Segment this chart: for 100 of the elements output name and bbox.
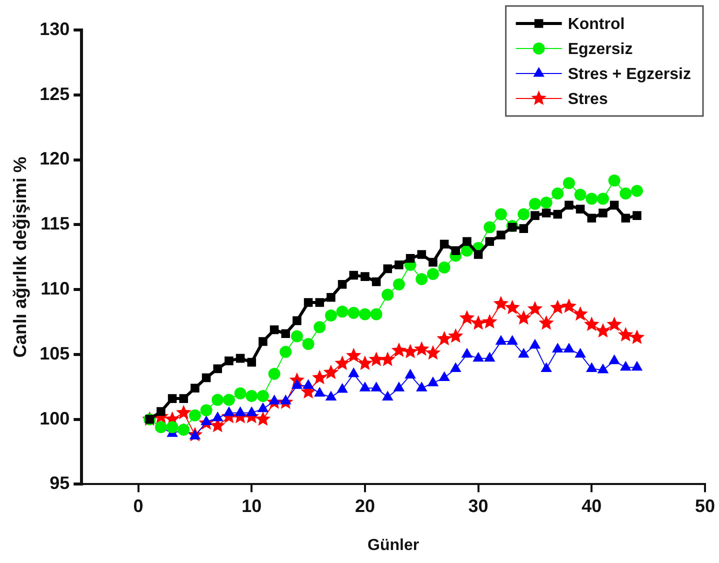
point (496, 230, 506, 240)
point (620, 188, 632, 200)
point (368, 352, 384, 366)
point (234, 387, 246, 400)
point (414, 341, 430, 356)
point (598, 208, 608, 218)
x-tick-label: 0 (133, 496, 144, 516)
point (462, 237, 472, 246)
point (527, 301, 543, 316)
x-tick-label: 40 (582, 496, 602, 516)
point (166, 421, 178, 434)
point (246, 390, 258, 402)
point (459, 310, 475, 325)
point (596, 192, 609, 205)
point (587, 214, 596, 223)
point (609, 354, 620, 364)
point (528, 198, 541, 210)
point (314, 387, 325, 397)
point (348, 306, 360, 319)
legend-label: Egzersiz (568, 40, 633, 58)
point (392, 278, 405, 290)
point (629, 330, 645, 344)
x-tick-label: 20 (354, 496, 375, 516)
point (302, 338, 314, 350)
point (540, 196, 552, 209)
point (304, 298, 313, 307)
y-tick-label: 105 (40, 343, 70, 364)
point (200, 404, 212, 416)
point (416, 382, 427, 392)
y-tick-label: 115 (40, 214, 70, 234)
point (586, 192, 598, 205)
point (450, 362, 461, 372)
point (402, 344, 418, 358)
point (372, 277, 381, 286)
point (553, 210, 562, 219)
x-tick-label: 10 (242, 496, 262, 516)
point (493, 296, 509, 310)
point (425, 345, 441, 360)
point (168, 394, 177, 403)
point (482, 314, 498, 328)
point (224, 406, 234, 416)
point (474, 250, 483, 259)
x-axis-title: Günler (368, 536, 420, 554)
point (518, 348, 529, 358)
point (572, 306, 588, 321)
point (154, 421, 167, 434)
y-tick-label: 130 (40, 18, 70, 39)
point (315, 298, 324, 307)
point (584, 316, 600, 332)
point (314, 321, 326, 334)
point (484, 352, 495, 362)
point (224, 356, 234, 366)
point (380, 352, 396, 366)
point (448, 328, 464, 343)
point (258, 402, 268, 412)
point (632, 211, 642, 220)
point (530, 339, 540, 349)
point (303, 380, 314, 389)
point (473, 352, 484, 362)
point (485, 237, 494, 246)
legend-label: Stres + Egzersiz (568, 66, 691, 83)
point (518, 208, 530, 220)
point (406, 254, 415, 263)
point (426, 268, 439, 280)
point (213, 364, 222, 374)
point (270, 325, 279, 334)
point (188, 409, 201, 422)
point (574, 188, 586, 201)
point (576, 204, 585, 214)
point (598, 364, 608, 374)
point (564, 343, 574, 352)
point (371, 382, 382, 392)
point (470, 315, 486, 330)
point (530, 211, 540, 220)
point (438, 261, 450, 274)
point (281, 329, 290, 338)
point (324, 309, 337, 322)
point (606, 316, 622, 332)
point (552, 188, 564, 200)
point (346, 348, 362, 362)
point (178, 424, 190, 436)
legend-label: Stres (568, 90, 608, 108)
point (235, 406, 246, 416)
point (618, 326, 634, 342)
point (608, 174, 620, 187)
point (349, 270, 358, 280)
point (416, 273, 428, 286)
point (562, 177, 575, 190)
point (222, 394, 235, 406)
point (538, 315, 554, 330)
point (496, 335, 506, 345)
point (394, 382, 404, 392)
point (370, 308, 382, 320)
point (542, 208, 551, 218)
point (190, 384, 200, 393)
point (451, 246, 460, 255)
point (440, 240, 449, 249)
point (360, 382, 370, 392)
point (632, 361, 642, 371)
point (484, 221, 496, 234)
